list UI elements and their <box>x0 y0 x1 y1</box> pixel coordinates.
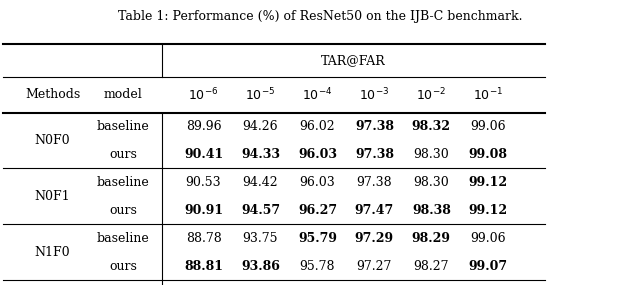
Text: Table 1: Performance (%) of ResNet50 on the IJB-C benchmark.: Table 1: Performance (%) of ResNet50 on … <box>118 10 522 23</box>
Text: N0F1: N0F1 <box>35 190 70 203</box>
Text: 99.07: 99.07 <box>468 260 508 273</box>
Text: 96.02: 96.02 <box>300 120 335 133</box>
Text: 94.42: 94.42 <box>243 176 278 189</box>
Text: 96.03: 96.03 <box>298 148 337 161</box>
Text: model: model <box>104 88 142 101</box>
Text: 99.06: 99.06 <box>470 120 506 133</box>
Text: 99.12: 99.12 <box>468 176 508 189</box>
Text: 97.47: 97.47 <box>355 204 394 217</box>
Text: ours: ours <box>109 148 137 161</box>
Text: 97.38: 97.38 <box>355 148 394 161</box>
Text: 97.27: 97.27 <box>356 260 392 273</box>
Text: 99.08: 99.08 <box>469 148 508 161</box>
Text: 97.38: 97.38 <box>356 176 392 189</box>
Text: Methods: Methods <box>25 88 80 101</box>
Text: 98.29: 98.29 <box>412 232 451 245</box>
Text: 88.78: 88.78 <box>186 232 221 245</box>
Text: $10^{-6}$: $10^{-6}$ <box>188 86 219 103</box>
Text: $10^{-5}$: $10^{-5}$ <box>245 86 276 103</box>
Text: 99.12: 99.12 <box>468 204 508 217</box>
Text: 90.91: 90.91 <box>184 204 223 217</box>
Text: baseline: baseline <box>97 232 149 245</box>
Text: 98.32: 98.32 <box>412 120 451 133</box>
Text: 94.26: 94.26 <box>243 120 278 133</box>
Text: 89.96: 89.96 <box>186 120 221 133</box>
Text: 99.06: 99.06 <box>470 232 506 245</box>
Text: 98.30: 98.30 <box>413 176 449 189</box>
Text: baseline: baseline <box>97 120 149 133</box>
Text: $10^{-4}$: $10^{-4}$ <box>302 86 333 103</box>
Text: $10^{-3}$: $10^{-3}$ <box>359 86 390 103</box>
Text: 88.81: 88.81 <box>184 260 223 273</box>
Text: 98.27: 98.27 <box>413 260 449 273</box>
Text: 95.79: 95.79 <box>298 232 337 245</box>
Text: N0F0: N0F0 <box>35 134 70 147</box>
Text: 94.57: 94.57 <box>241 204 280 217</box>
Text: 95.78: 95.78 <box>300 260 335 273</box>
Text: 90.53: 90.53 <box>186 176 221 189</box>
Text: 90.41: 90.41 <box>184 148 223 161</box>
Text: TAR@FAR: TAR@FAR <box>321 54 386 67</box>
Text: ours: ours <box>109 204 137 217</box>
Text: 94.33: 94.33 <box>241 148 280 161</box>
Text: 96.03: 96.03 <box>300 176 335 189</box>
Text: baseline: baseline <box>97 176 149 189</box>
Text: N1F0: N1F0 <box>35 246 70 259</box>
Text: 97.29: 97.29 <box>355 232 394 245</box>
Text: 98.38: 98.38 <box>412 204 451 217</box>
Text: 93.86: 93.86 <box>241 260 280 273</box>
Text: 96.27: 96.27 <box>298 204 337 217</box>
Text: 97.38: 97.38 <box>355 120 394 133</box>
Text: $10^{-2}$: $10^{-2}$ <box>417 86 446 103</box>
Text: ours: ours <box>109 260 137 273</box>
Text: $10^{-1}$: $10^{-1}$ <box>473 86 504 103</box>
Text: 98.30: 98.30 <box>413 148 449 161</box>
Text: 93.75: 93.75 <box>243 232 278 245</box>
